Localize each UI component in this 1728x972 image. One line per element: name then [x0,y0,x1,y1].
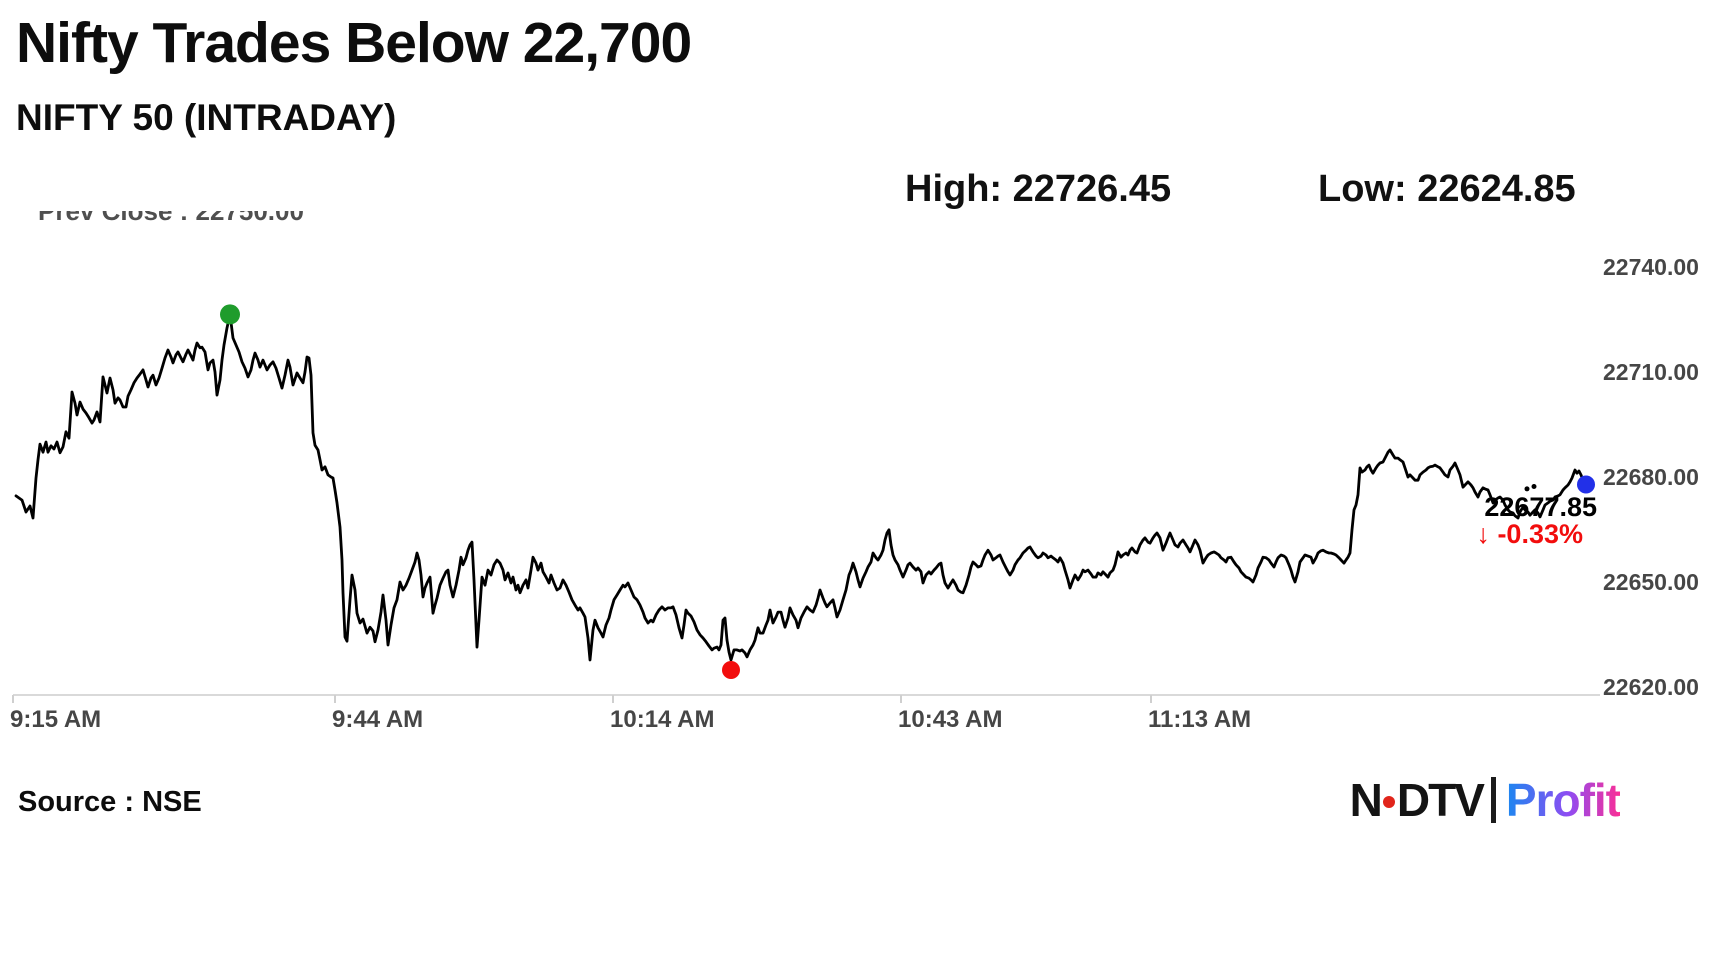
ndtv-wordmark: N DTV [1349,773,1485,827]
ndtv-letters-dtv: DTV [1396,774,1485,826]
logo-separator [1490,777,1496,823]
change-percent-label: ↓ -0.33% [1476,519,1583,549]
last-price-label: 22677.85 [1484,492,1597,522]
y-axis-label: 22710.00 [1603,359,1699,385]
source-label: Source : NSE [18,786,202,818]
last-marker-dot [1577,475,1595,494]
price-line-plot [12,304,1600,703]
line-fragment-dot [1531,484,1537,489]
profit-wordmark: Profit [1505,774,1621,826]
x-axis-label: 11:13 AM [1148,706,1252,733]
y-axis-label: 22620.00 [1603,674,1699,700]
price-line [14,313,1595,662]
high-value-label: High: 22726.45 [905,168,1172,210]
high-marker-dot [220,304,240,325]
x-axis-label: 9:15 AM [10,706,102,733]
chart-subtitle: NIFTY 50 (INTRADAY) [16,97,397,138]
y-axis-label: 22740.00 [1603,254,1699,280]
low-marker-dot [722,661,740,679]
page-title: Nifty Trades Below 22,700 [16,11,692,75]
y-axis-label: 22680.00 [1603,464,1699,490]
x-axis-label: 10:14 AM [610,706,715,733]
ndtv-red-dot-icon [1382,796,1395,808]
intraday-line-chart: Prev Close : 22750.00 [0,211,1728,720]
y-axis-label: 22650.00 [1603,569,1699,595]
line-fragment-dot [1524,486,1530,492]
x-axis-label: 10:43 AM [898,706,1003,733]
prev-close-label: Prev Close : 22750.00 [38,211,304,226]
ndtv-profit-logo: N DTV Profit [1349,773,1621,827]
low-value-label: Low: 22624.85 [1318,168,1576,210]
ndtv-letter-n: N [1349,774,1383,826]
x-axis-label: 9:44 AM [332,706,424,733]
